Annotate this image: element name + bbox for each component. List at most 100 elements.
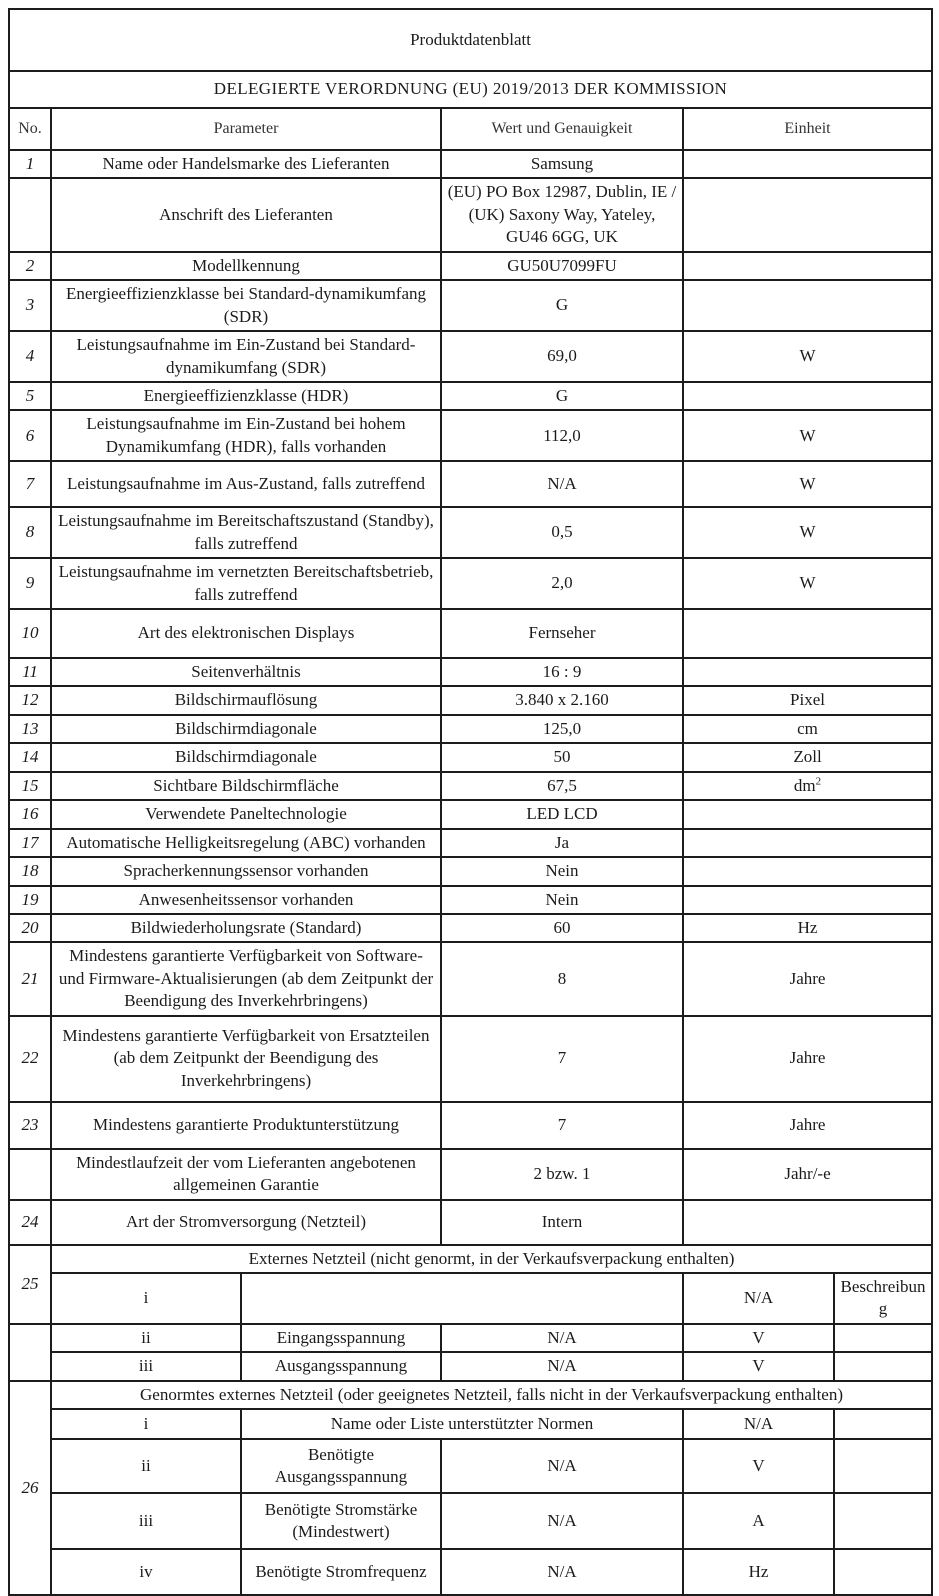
sub-row-extra — [832, 1408, 934, 1441]
row-no: 15 — [8, 770, 52, 802]
section26-row-iv: iv Benötigte Stromfrequenz N/A Hz — [9, 1548, 934, 1596]
row-no: 20 — [8, 912, 52, 944]
table-row: 6 Leistungsaufnahme im Ein-Zustand bei ho… — [8, 409, 934, 463]
row-unit: Jahre — [681, 941, 934, 1017]
table-row: 3 Energieeffizienzklasse bei Standard-dyn… — [8, 279, 934, 333]
section26-row-iii: iii Benötigte Stromstärke (Mindestwert) … — [9, 1492, 934, 1551]
row-parameter: Automatische Helligkeitsregelung (ABC) v… — [50, 827, 442, 859]
row-no: 12 — [8, 685, 52, 716]
row-value: 2 bzw. 1 — [440, 1147, 684, 1201]
row-no: 7 — [8, 460, 52, 509]
row-value: 16 : 9 — [440, 656, 684, 688]
document-page: Produktdatenblatt DELEGIERTE VERORDNUNG … — [7, 8, 934, 1596]
table-row: 17 Automatische Helligkeitsregelung (ABC)… — [8, 827, 934, 859]
row-parameter: Mindestens garantierte Verfügbarkeit von… — [50, 941, 442, 1017]
sub-row-value: N/A — [440, 1492, 684, 1551]
row-unit: Hz — [681, 912, 934, 944]
row-unit: Jahre — [681, 1100, 934, 1150]
sub-row-value: N/A — [682, 1408, 835, 1441]
table-row: 21 Mindestens garantierte Verfügbarkeit v… — [8, 941, 934, 1017]
row-no: 21 — [8, 941, 52, 1017]
row-unit — [681, 608, 934, 659]
row-unit: W — [681, 557, 934, 610]
section26-no: 26 — [8, 1379, 52, 1596]
row-value: 3.840 x 2.160 — [440, 685, 684, 716]
row-parameter: Leistungsaufnahme im Bereitschaftszustan… — [50, 506, 442, 560]
section26-row-i: i Name oder Liste unterstützter Normen N… — [9, 1408, 934, 1441]
row-no: 13 — [8, 713, 52, 745]
table-row: 16 Verwendete Paneltechnologie LED LCD — [8, 799, 934, 830]
row-no: 9 — [8, 557, 52, 610]
row-unit: Zoll — [681, 742, 934, 773]
row-value: 2,0 — [440, 557, 684, 610]
sub-row-extra — [832, 1322, 934, 1354]
row-value: G — [440, 380, 684, 412]
row-value: 112,0 — [440, 409, 684, 463]
row-parameter: Leistungsaufnahme im Ein-Zustand bei hoh… — [50, 409, 442, 463]
row-value: Samsung — [440, 148, 684, 180]
row-no: 11 — [8, 656, 52, 688]
row-unit — [681, 279, 934, 333]
row-no: 23 — [8, 1100, 52, 1150]
section25-header: Externes Netzteil (nicht genormt, in der… — [49, 1243, 934, 1275]
row-value: 125,0 — [440, 713, 684, 745]
row-parameter: Leistungsaufnahme im Ein-Zustand bei Sta… — [50, 330, 442, 383]
table-row: 22 Mindestens garantierte Verfügbarkeit v… — [8, 1014, 934, 1103]
row-parameter: Art des elektronischen Displays — [50, 608, 442, 659]
row-parameter: Mindestlaufzeit der vom Lieferanten ange… — [50, 1147, 442, 1201]
sub-row-label: iii — [50, 1351, 242, 1382]
row-parameter: Mindestens garantierte Produktunterstütz… — [50, 1100, 442, 1150]
row-value: 0,5 — [440, 506, 684, 560]
table-row: 23 Mindestens garantierte Produktunterstü… — [8, 1100, 934, 1150]
row-unit — [681, 1198, 934, 1246]
row-parameter: Anwesenheitssensor vorhanden — [50, 884, 442, 915]
section25-no-empty — [8, 1322, 52, 1382]
row-parameter: Leistungsaufnahme im Aus-Zustand, falls … — [50, 460, 442, 509]
sub-row-extra: Beschreibung — [832, 1272, 934, 1325]
row-value: 60 — [440, 912, 684, 944]
section26-header-row: 26 Genormtes externes Netzteil (oder gee… — [8, 1379, 934, 1596]
column-header-parameter: Parameter — [50, 107, 442, 151]
row-parameter: Anschrift des Lieferanten — [50, 177, 442, 253]
row-unit — [681, 148, 934, 180]
row-unit — [681, 827, 934, 859]
row-no: 6 — [8, 409, 52, 463]
row-parameter: Mindestens garantierte Verfügbarkeit von… — [50, 1014, 442, 1103]
row-unit: cm — [681, 713, 934, 745]
row-parameter: Sichtbare Bildschirmfläche — [50, 770, 442, 802]
sub-row-unit: A — [682, 1492, 835, 1551]
row-unit — [681, 656, 934, 688]
sub-row-unit: V — [682, 1438, 835, 1495]
table-row: 1 Name oder Handelsmarke des Lieferanten S… — [8, 148, 934, 180]
sub-row-extra — [832, 1438, 934, 1495]
table-row: 12 Bildschirmauflösung 3.840 x 2.160 Pixel — [8, 685, 934, 716]
table-row: 9 Leistungsaufnahme im vernetzten Bereits… — [8, 557, 934, 610]
row-value: 7 — [440, 1100, 684, 1150]
table-row: Anschrift des Lieferanten (EU) PO Box 129… — [8, 177, 934, 253]
row-value: N/A — [440, 460, 684, 509]
sub-row-unit: V — [682, 1322, 835, 1354]
row-unit — [681, 250, 934, 282]
row-no — [8, 1147, 52, 1201]
sub-row-extra — [832, 1492, 934, 1551]
sub-row-label: i — [50, 1408, 242, 1441]
row-no: 2 — [8, 250, 52, 282]
table-row: 18 Spracherkennungssensor vorhanden Nein — [8, 856, 934, 887]
section26-header: Genormtes externes Netzteil (oder geeign… — [49, 1379, 934, 1411]
row-no — [8, 177, 52, 253]
table-row: 14 Bildschirmdiagonale 50 Zoll — [8, 742, 934, 773]
column-header-unit: Einheit — [681, 107, 934, 151]
row-no: 19 — [8, 884, 52, 915]
product-datasheet-table: Produktdatenblatt DELEGIERTE VERORDNUNG … — [7, 8, 934, 1596]
section25-row-ii: ii Eingangsspannung N/A V — [8, 1322, 934, 1382]
sub-row-label: i — [50, 1272, 242, 1325]
sub-row-label: ii — [50, 1438, 242, 1495]
row-parameter: Modellkennung — [50, 250, 442, 282]
sub-row-label: iv — [50, 1548, 242, 1596]
row-unit: W — [681, 506, 934, 560]
row-unit: W — [681, 460, 934, 509]
row-unit: W — [681, 330, 934, 383]
row-unit — [681, 177, 934, 253]
sub-row-value: N/A — [440, 1548, 684, 1596]
row-value: 50 — [440, 742, 684, 773]
